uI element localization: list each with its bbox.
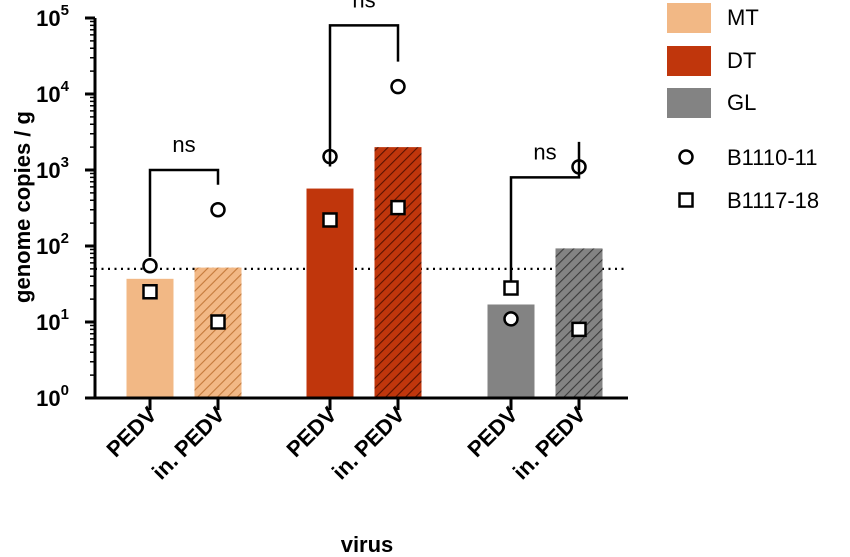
legend-swatch-mt — [667, 3, 711, 33]
point-b1117-18 — [571, 321, 587, 338]
point-b1110-11 — [503, 311, 519, 327]
y-tick-label: 105 — [36, 2, 69, 31]
legend-label: B1117-18 — [727, 188, 819, 213]
legend-label: DT — [727, 48, 756, 73]
significance-label: ns — [172, 132, 195, 157]
y-tick-label: 104 — [36, 78, 69, 107]
x-tick-label: PEDV — [462, 402, 522, 462]
y-tick-label: 103 — [36, 154, 69, 183]
legend-label: B1110-11 — [727, 145, 818, 170]
y-axis-label: genome copies / g — [10, 111, 35, 303]
point-b1110-11 — [142, 257, 158, 274]
point-b1117-18 — [322, 212, 338, 228]
bar-mt-inactivated — [194, 267, 242, 398]
bars-layer — [126, 147, 603, 398]
y-tick-label: 101 — [36, 306, 69, 335]
x-axis-label: virus — [341, 532, 394, 557]
x-tick-label: in. PEDV — [508, 402, 591, 485]
point-b1117-18 — [390, 199, 406, 216]
legend-label: MT — [727, 5, 759, 30]
bar-dt-inactivated — [374, 147, 422, 398]
legend-swatch-dt — [667, 46, 711, 76]
x-tick-label: PEDV — [101, 402, 161, 462]
points-layer — [142, 78, 587, 338]
point-b1110-11 — [390, 78, 406, 95]
significance-label: ns — [352, 0, 375, 12]
x-tick-label: PEDV — [281, 402, 341, 462]
point-b1117-18 — [503, 280, 519, 296]
point-b1117-18 — [142, 284, 158, 300]
y-tick-label: 100 — [36, 382, 69, 411]
significance-label: ns — [533, 139, 556, 164]
legend: MT DT GL B1110-11 B1117-18 — [667, 3, 819, 213]
y-tick-label: 102 — [36, 230, 69, 259]
legend-label: GL — [727, 90, 756, 115]
significance-bracket — [509, 141, 581, 283]
point-b1117-18 — [210, 314, 226, 330]
legend-swatch-gl — [667, 88, 711, 118]
legend-circle-marker — [678, 149, 694, 165]
x-tick-label: in. PEDV — [327, 402, 410, 485]
point-b1110-11 — [210, 201, 226, 218]
significance-bracket — [328, 24, 400, 167]
x-tick-label: in. PEDV — [147, 402, 230, 485]
legend-square-marker — [678, 192, 694, 208]
significance-bracket — [148, 168, 220, 257]
comparisons-layer: ns ns ns — [148, 0, 581, 283]
